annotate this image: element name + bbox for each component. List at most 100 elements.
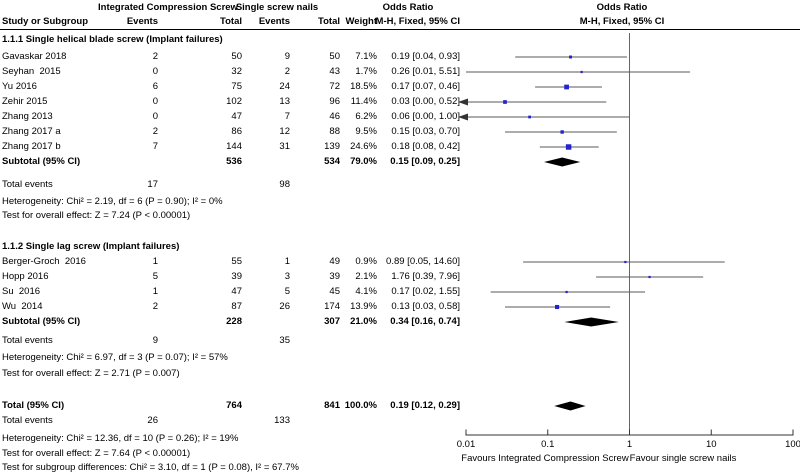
cell-t2: 88 <box>329 126 340 137</box>
cell-w: 24.6% <box>350 141 377 152</box>
cell-name: Total events <box>2 415 53 426</box>
cell-name: Zhang 2013 <box>2 111 53 122</box>
cell-t1: 764 <box>226 400 242 411</box>
cell-name: Total events <box>2 335 53 346</box>
cell-t1: 47 <box>231 111 242 122</box>
col-study-or-subgroup: Study or Subgroup <box>2 16 89 27</box>
cell-t2: 174 <box>324 301 340 312</box>
cell-t2: 96 <box>329 96 340 107</box>
cell-name: Seyhan 2015 <box>2 66 61 77</box>
cell-e2: 133 <box>274 415 290 426</box>
cell-e1: 9 <box>152 335 158 346</box>
subtotal-diamond <box>564 317 619 327</box>
cell-ci: 0.18 [0.08, 0.42] <box>391 141 460 152</box>
overall-effect-row: Test for overall effect: Z = 7.24 (P < 0… <box>0 210 465 222</box>
cell-ci: 0.34 [0.16, 0.74] <box>390 316 460 327</box>
cell-e2: 98 <box>279 179 290 190</box>
effect-square <box>580 70 583 74</box>
cell-name: Hopp 2016 <box>2 271 49 282</box>
cell-e1: 0 <box>152 66 158 77</box>
favours-treatment-label: Favours Integrated Compression Screw <box>461 453 629 464</box>
cell-name: Subtotal (95% CI) <box>2 156 81 167</box>
cell-ci: 0.15 [0.09, 0.25] <box>390 156 460 167</box>
header-divider <box>0 29 800 30</box>
cell-e1: 5 <box>152 271 158 282</box>
section-title: 1.1.2 Single lag screw (Implant failures… <box>0 241 465 253</box>
cell-t2: 534 <box>324 156 340 167</box>
heterogeneity-row: Heterogeneity: Chi² = 6.97, df = 3 (P = … <box>0 352 465 364</box>
subtotal-diamond <box>544 157 581 167</box>
cell-name: Zhang 2017 b <box>2 141 61 152</box>
total-row: Total (95% CI) 764 841 100.0% 0.19 [0.12, 0.… <box>0 400 465 412</box>
cell-e1: 0 <box>152 111 158 122</box>
heterogeneity-row: Heterogeneity: Chi² = 2.19, df = 6 (P = … <box>0 196 465 208</box>
effect-square <box>565 144 572 150</box>
cell-ci: 0.19 [0.12, 0.29] <box>390 400 460 411</box>
heterogeneity-row: Heterogeneity: Chi² = 12.36, df = 10 (P … <box>0 433 465 445</box>
cell-w: 100.0% <box>344 400 377 411</box>
cell-w: 18.5% <box>350 81 377 92</box>
cell-e2: 3 <box>284 271 290 282</box>
cell-w: 7.1% <box>355 51 377 62</box>
overall-effect-row: Test for overall effect: Z = 7.64 (P < 0… <box>0 448 465 460</box>
col-events-treatment: Events <box>126 16 158 27</box>
cell-t2: 45 <box>329 286 340 297</box>
col-total-treatment: Total <box>220 16 242 27</box>
cell-t1: 55 <box>231 256 242 267</box>
cell-t2: 307 <box>324 316 340 327</box>
x-axis-tick-label: 10 <box>706 439 717 450</box>
cell-e2: 12 <box>279 126 290 137</box>
treatment-group-header: Integrated Compression Screw <box>98 2 238 13</box>
cell-ci: 0.06 [0.00, 1.00] <box>391 111 460 122</box>
col-total-control: Total <box>318 16 340 27</box>
cell-e2: 35 <box>279 335 290 346</box>
cell-e1: 17 <box>147 179 158 190</box>
favours-control-label: Favour single screw nails <box>629 453 737 464</box>
cell-name: Test for overall effect: Z = 7.24 (P < 0… <box>2 210 191 221</box>
cell-name: 1.1.2 Single lag screw (Implant failures… <box>2 241 180 252</box>
cell-name: Subtotal (95% CI) <box>2 316 81 327</box>
cell-t1: 102 <box>226 96 242 107</box>
cell-ci: 1.76 [0.39, 7.96] <box>391 271 460 282</box>
study-row: Wu 2014 2 87 26 174 13.9% 0.13 [0.03, 0.58] <box>0 301 465 313</box>
cell-e1: 0 <box>152 96 158 107</box>
study-row: Gavaskar 2018 2 50 9 50 7.1% 0.19 [0.04, 0.93] <box>0 51 465 63</box>
cell-name: Test for overall effect: Z = 7.64 (P < 0… <box>2 448 191 459</box>
cell-t1: 47 <box>231 286 242 297</box>
cell-name: Zehir 2015 <box>2 96 48 107</box>
overall-effect-row: Test for overall effect: Z = 2.71 (P = 0… <box>0 368 465 380</box>
effect-square <box>565 290 568 294</box>
cell-e1: 2 <box>152 51 158 62</box>
cell-t1: 228 <box>226 316 242 327</box>
cell-t2: 139 <box>324 141 340 152</box>
cell-t2: 50 <box>329 51 340 62</box>
subtotal-row: Subtotal (95% CI) 536 534 79.0% 0.15 [0.09, … <box>0 156 465 168</box>
cell-t2: 39 <box>329 271 340 282</box>
cell-w: 1.7% <box>355 66 377 77</box>
cell-name: Test for overall effect: Z = 2.71 (P = 0… <box>2 368 180 379</box>
cell-ci: 0.89 [0.05, 14.60] <box>386 256 460 267</box>
cell-name: Wu 2014 <box>2 301 43 312</box>
study-row: Berger-Groch 2016 1 55 1 49 0.9% 0.89 [0.05, 1… <box>0 256 465 268</box>
cell-name: Yu 2016 <box>2 81 37 92</box>
cell-t1: 75 <box>231 81 242 92</box>
cell-w: 0.9% <box>355 256 377 267</box>
cell-name: Total events <box>2 179 53 190</box>
cell-w: 21.0% <box>350 316 377 327</box>
cell-e2: 2 <box>284 66 290 77</box>
cell-t1: 536 <box>226 156 242 167</box>
cell-t2: 46 <box>329 111 340 122</box>
cell-name: Heterogeneity: Chi² = 2.19, df = 6 (P = … <box>2 196 223 207</box>
cell-name: Gavaskar 2018 <box>2 51 67 62</box>
study-row: Zhang 2013 0 47 7 46 6.2% 0.06 [0.00, 1.00] <box>0 111 465 123</box>
study-row: Su 2016 1 47 5 45 4.1% 0.17 [0.02, 1.55] <box>0 286 465 298</box>
total-events-row: Total events 26 133 <box>0 415 465 427</box>
effect-square <box>569 55 573 59</box>
effect-square <box>503 100 507 104</box>
cell-name: Total (95% CI) <box>2 400 65 411</box>
cell-e2: 24 <box>279 81 290 92</box>
cell-e2: 9 <box>284 51 290 62</box>
effect-square <box>560 130 564 134</box>
cell-name: 1.1.1 Single helical blade screw (Implan… <box>2 34 223 45</box>
